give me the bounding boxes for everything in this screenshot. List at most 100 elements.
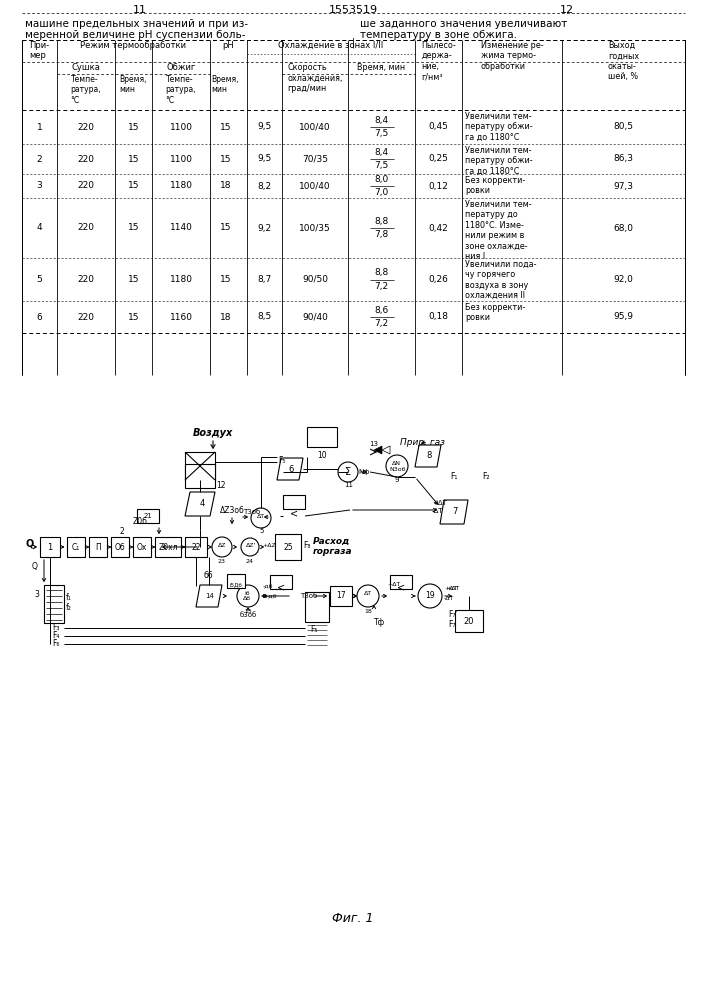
- Text: 6: 6: [37, 312, 42, 322]
- Text: 7,5: 7,5: [375, 129, 389, 138]
- Text: 220: 220: [78, 275, 95, 284]
- Bar: [137, 509, 159, 523]
- Bar: [307, 427, 337, 447]
- Bar: [185, 452, 215, 480]
- Text: ΔT: ΔT: [257, 514, 265, 519]
- Text: +ΔT: +ΔT: [387, 582, 400, 587]
- Text: 15: 15: [128, 154, 139, 163]
- Text: +ΔT: +ΔT: [444, 586, 457, 591]
- Text: Темпе-
ратура,
°С: Темпе- ратура, °С: [71, 75, 101, 105]
- Text: Прир. газ: Прир. газ: [400, 438, 445, 447]
- Text: 22: 22: [192, 542, 201, 552]
- Text: 4: 4: [199, 499, 204, 508]
- Bar: [305, 592, 329, 622]
- Text: <: <: [277, 582, 285, 592]
- Text: F₄: F₄: [52, 632, 60, 641]
- Circle shape: [251, 508, 271, 528]
- Text: 220: 220: [78, 312, 95, 322]
- Text: i5Дб: i5Дб: [230, 582, 243, 587]
- Text: N3об: N3об: [389, 467, 406, 472]
- Text: 24: 24: [246, 559, 254, 564]
- Bar: [227, 574, 245, 588]
- Text: П: П: [95, 542, 101, 552]
- Text: ше заданного значения увеличивают: ше заданного значения увеличивают: [360, 19, 567, 29]
- Text: -ΔT: -ΔT: [444, 596, 455, 601]
- Text: Без корректи-
ровки: Без корректи- ровки: [465, 303, 525, 322]
- Circle shape: [338, 462, 358, 482]
- Text: Без корректи-
ровки: Без корректи- ровки: [465, 176, 525, 195]
- Text: 7,2: 7,2: [375, 319, 389, 328]
- Text: 21: 21: [144, 513, 153, 519]
- Circle shape: [241, 538, 259, 556]
- Text: 1160: 1160: [170, 312, 192, 322]
- Text: 0,26: 0,26: [428, 275, 448, 284]
- Text: Время,
мин: Время, мин: [212, 75, 239, 94]
- Text: 14: 14: [206, 593, 214, 599]
- Text: F₆: F₆: [52, 640, 60, 648]
- Text: 7,8: 7,8: [375, 230, 389, 239]
- Text: Увеличили тем-
пературу до
1180°С. Изме-
нили режим в
зоне охлажде-
ния I: Увеличили тем- пературу до 1180°С. Изме-…: [465, 200, 532, 261]
- Text: ΔZ': ΔZ': [246, 543, 257, 548]
- Bar: [67, 537, 85, 557]
- Text: 100/40: 100/40: [299, 122, 331, 131]
- Text: Δб: Δб: [243, 596, 251, 601]
- Text: 7,0: 7,0: [375, 188, 389, 197]
- Text: +ΔZ: +ΔZ: [262, 543, 276, 548]
- Text: F₁: F₁: [450, 472, 457, 481]
- Text: рН: рН: [223, 41, 235, 50]
- Text: 8,8: 8,8: [375, 217, 389, 226]
- Text: +ΔT: +ΔT: [432, 500, 447, 506]
- Polygon shape: [374, 446, 382, 454]
- Text: 8,2: 8,2: [257, 182, 271, 190]
- Text: 15: 15: [128, 224, 139, 232]
- Text: Время, мин: Время, мин: [358, 63, 406, 72]
- Bar: [283, 495, 305, 509]
- Text: 90/40: 90/40: [302, 312, 328, 322]
- Text: Увеличили пода-
чу горячего
воздуха в зону
охлаждения II: Увеличили пода- чу горячего воздуха в зо…: [465, 260, 537, 300]
- Text: Сушка: Сушка: [71, 63, 100, 72]
- Text: F₃: F₃: [52, 624, 60, 633]
- Polygon shape: [277, 458, 303, 480]
- Text: 18: 18: [220, 182, 231, 190]
- Text: 1140: 1140: [170, 224, 192, 232]
- Text: 8,0: 8,0: [375, 175, 389, 184]
- Text: 7: 7: [452, 508, 457, 516]
- Text: Z0хл: Z0хл: [158, 542, 177, 552]
- Text: 7,5: 7,5: [375, 161, 389, 170]
- Text: F₇: F₇: [448, 620, 455, 629]
- Text: 80,5: 80,5: [614, 122, 633, 131]
- Text: 1: 1: [37, 122, 42, 131]
- Text: 0,25: 0,25: [428, 154, 448, 163]
- Bar: [275, 534, 301, 560]
- Text: 0,45: 0,45: [428, 122, 448, 131]
- Text: Пылесо-
держа-
ние,
г/нм³: Пылесо- держа- ние, г/нм³: [421, 41, 456, 81]
- Text: 220: 220: [78, 154, 95, 163]
- Text: 86,3: 86,3: [614, 154, 633, 163]
- Text: машине предельных значений и при из-: машине предельных значений и при из-: [25, 19, 248, 29]
- Text: 2: 2: [120, 527, 124, 536]
- Text: При-
мер: При- мер: [30, 41, 49, 60]
- Text: 2: 2: [37, 154, 42, 163]
- Text: <: <: [290, 509, 298, 519]
- Text: 13: 13: [370, 441, 378, 447]
- Bar: [390, 575, 412, 589]
- Text: 8,4: 8,4: [375, 116, 389, 125]
- Bar: [270, 575, 292, 589]
- Text: Расход: Расход: [313, 537, 350, 546]
- Bar: [89, 537, 107, 557]
- Text: 0,12: 0,12: [428, 182, 448, 190]
- Text: 220: 220: [78, 182, 95, 190]
- Text: +дб: +дб: [263, 594, 276, 599]
- Text: 100/35: 100/35: [299, 224, 331, 232]
- Text: 8,5: 8,5: [257, 312, 271, 322]
- Bar: [330, 586, 352, 606]
- Text: 0,18: 0,18: [428, 312, 448, 322]
- Text: Темпе-
ратура,
°С: Темпе- ратура, °С: [165, 75, 197, 105]
- Text: T3об: T3об: [243, 509, 260, 515]
- Text: 70/35: 70/35: [302, 154, 328, 163]
- Text: 97,3: 97,3: [614, 182, 633, 190]
- Bar: [155, 537, 181, 557]
- Text: 25: 25: [284, 542, 293, 552]
- Text: Увеличили тем-
пературу обжи-
га до 1180°С: Увеличили тем- пературу обжи- га до 1180…: [465, 146, 532, 176]
- Text: F₅: F₅: [278, 456, 286, 465]
